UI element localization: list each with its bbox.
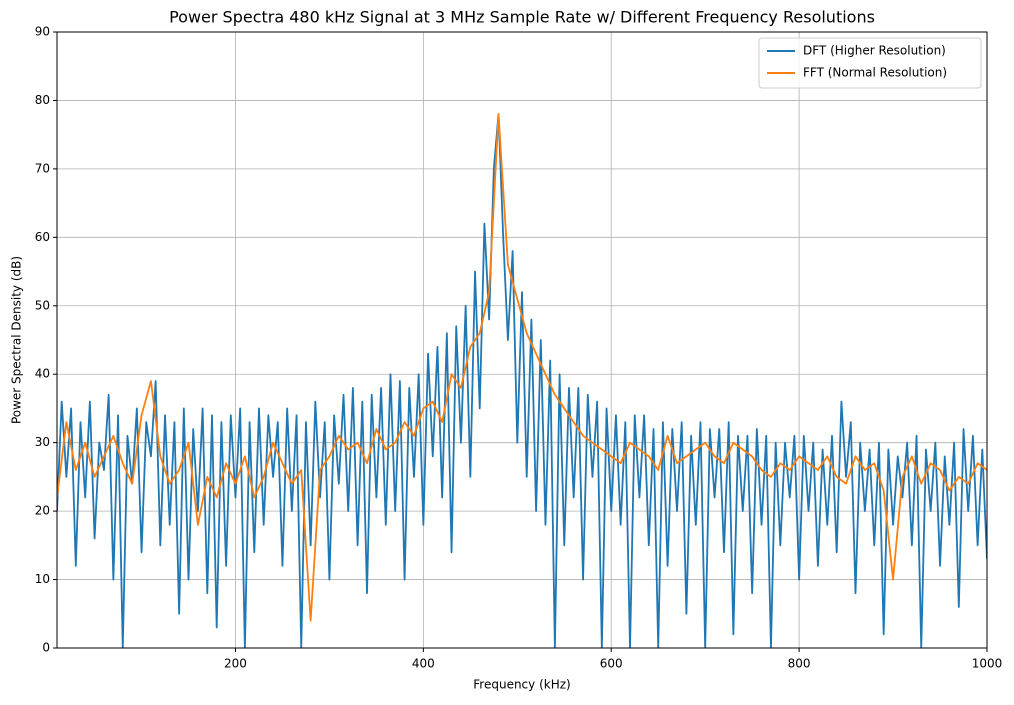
y-axis-label: Power Spectral Density (dB) <box>10 256 24 424</box>
legend-label: DFT (Higher Resolution) <box>803 44 946 58</box>
series-line <box>57 113 987 622</box>
legend-label: FFT (Normal Resolution) <box>803 66 947 80</box>
y-tick-label: 0 <box>42 641 50 655</box>
axes: 200 400 600 800 1000 0 10 20 30 40 50 60 70 80 90 <box>35 25 1003 671</box>
x-tick-label: 800 <box>788 657 811 671</box>
y-tick-label: 90 <box>35 25 50 39</box>
series-line <box>57 113 987 648</box>
y-tick-label: 10 <box>35 572 50 586</box>
y-tick-label: 80 <box>35 93 50 107</box>
y-tick-label: 50 <box>35 298 50 312</box>
x-tick-label: 200 <box>224 657 247 671</box>
y-tick-label: 40 <box>35 367 50 381</box>
x-tick-label: 1000 <box>972 657 1003 671</box>
y-tick-label: 70 <box>35 161 50 175</box>
x-tick-label: 600 <box>600 657 623 671</box>
x-axis-label: Frequency (kHz) <box>473 678 570 692</box>
y-tick-label: 20 <box>35 504 50 518</box>
plot-lines <box>57 113 987 648</box>
y-tick-label: 30 <box>35 435 50 449</box>
legend: DFT (Higher Resolution) FFT (Normal Resol… <box>758 37 982 89</box>
y-tick-label: 60 <box>35 230 50 244</box>
chart-title: Power Spectra 480 kHz Signal at 3 MHz Sa… <box>169 8 875 27</box>
grid <box>57 31 988 649</box>
x-tick-label: 400 <box>412 657 435 671</box>
plot-frame <box>56 31 988 649</box>
legend-box <box>758 37 982 89</box>
